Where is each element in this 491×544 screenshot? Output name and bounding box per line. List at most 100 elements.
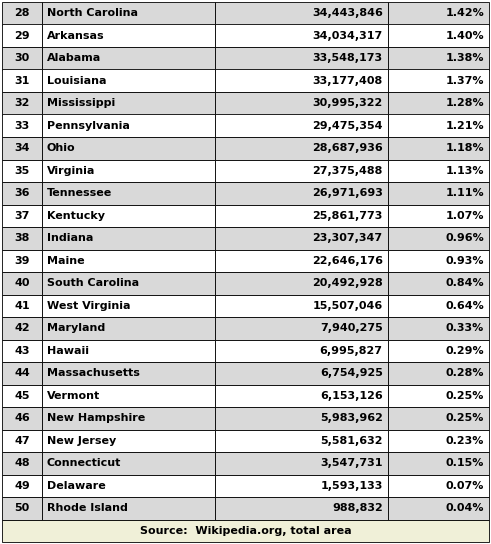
Text: 34: 34 [14,143,30,153]
Text: Kentucky: Kentucky [47,211,105,221]
Text: 27,375,488: 27,375,488 [312,166,382,176]
Text: 1.40%: 1.40% [445,31,484,41]
Bar [2,317,42,339]
Text: 0.04%: 0.04% [445,503,484,513]
Bar [42,407,215,430]
Text: 22,646,176: 22,646,176 [312,256,382,266]
Bar [2,159,42,182]
Text: Alabama: Alabama [47,53,101,63]
Text: Hawaii: Hawaii [47,346,89,356]
Bar [215,92,388,114]
Bar [2,339,42,362]
Bar [215,47,388,70]
Text: 0.93%: 0.93% [445,256,484,266]
Bar [2,227,42,250]
Text: 28: 28 [14,8,30,18]
Bar [42,272,215,294]
Bar [42,339,215,362]
Bar [42,70,215,92]
Text: 34,443,846: 34,443,846 [312,8,382,18]
Text: Connecticut: Connecticut [47,458,121,468]
Bar [388,2,489,24]
Text: 36: 36 [14,188,30,198]
Text: 43: 43 [14,346,30,356]
Bar [215,182,388,205]
Text: Pennsylvania: Pennsylvania [47,121,130,131]
Text: 0.28%: 0.28% [445,368,484,378]
Text: 0.15%: 0.15% [446,458,484,468]
Bar [42,227,215,250]
Text: 40: 40 [14,278,30,288]
Bar [215,114,388,137]
Bar [42,452,215,474]
Bar [215,272,388,294]
Text: 25,861,773: 25,861,773 [312,211,382,221]
Text: 3,547,731: 3,547,731 [320,458,382,468]
Bar [215,497,388,520]
Bar [215,294,388,317]
Bar [2,272,42,294]
Text: Louisiana: Louisiana [47,76,107,86]
Bar [388,339,489,362]
Bar [2,2,42,24]
Text: 29,475,354: 29,475,354 [312,121,382,131]
Text: 0.23%: 0.23% [446,436,484,446]
Bar [42,114,215,137]
Bar [42,47,215,70]
Bar [2,114,42,137]
Bar [42,362,215,385]
Text: 0.07%: 0.07% [446,481,484,491]
Bar [215,430,388,452]
Text: 23,307,347: 23,307,347 [313,233,382,243]
Text: 37: 37 [14,211,29,221]
Bar [42,250,215,272]
Bar [2,70,42,92]
Bar [42,159,215,182]
Bar [2,137,42,159]
Bar [42,92,215,114]
Bar [388,137,489,159]
Text: Rhode Island: Rhode Island [47,503,128,513]
Text: 44: 44 [14,368,30,378]
Bar [215,317,388,339]
Bar [388,47,489,70]
Bar [2,362,42,385]
Text: 30: 30 [14,53,29,63]
Bar [215,385,388,407]
Text: 26,971,693: 26,971,693 [312,188,382,198]
Text: 1.21%: 1.21% [445,121,484,131]
Text: Arkansas: Arkansas [47,31,105,41]
Bar [388,407,489,430]
Text: 35: 35 [14,166,29,176]
Bar [2,407,42,430]
Bar [215,362,388,385]
Text: 31: 31 [14,76,29,86]
Text: 41: 41 [14,301,30,311]
Bar [215,474,388,497]
Bar [215,250,388,272]
Bar [388,452,489,474]
Text: 20,492,928: 20,492,928 [312,278,382,288]
Bar [215,407,388,430]
Bar [388,92,489,114]
Text: Delaware: Delaware [47,481,106,491]
Bar [2,24,42,47]
Text: 32: 32 [14,98,29,108]
Bar [42,24,215,47]
Text: 1.18%: 1.18% [445,143,484,153]
Text: 0.33%: 0.33% [446,323,484,333]
Bar [2,182,42,205]
Text: 1.38%: 1.38% [445,53,484,63]
Text: Mississippi: Mississippi [47,98,115,108]
Text: 50: 50 [14,503,29,513]
Text: 0.25%: 0.25% [446,413,484,423]
Text: 39: 39 [14,256,30,266]
Text: 15,507,046: 15,507,046 [312,301,382,311]
Bar [215,339,388,362]
Bar [388,24,489,47]
Bar [42,2,215,24]
Text: 1.42%: 1.42% [445,8,484,18]
Text: 0.96%: 0.96% [445,233,484,243]
Bar [2,430,42,452]
Text: 1,593,133: 1,593,133 [320,481,382,491]
